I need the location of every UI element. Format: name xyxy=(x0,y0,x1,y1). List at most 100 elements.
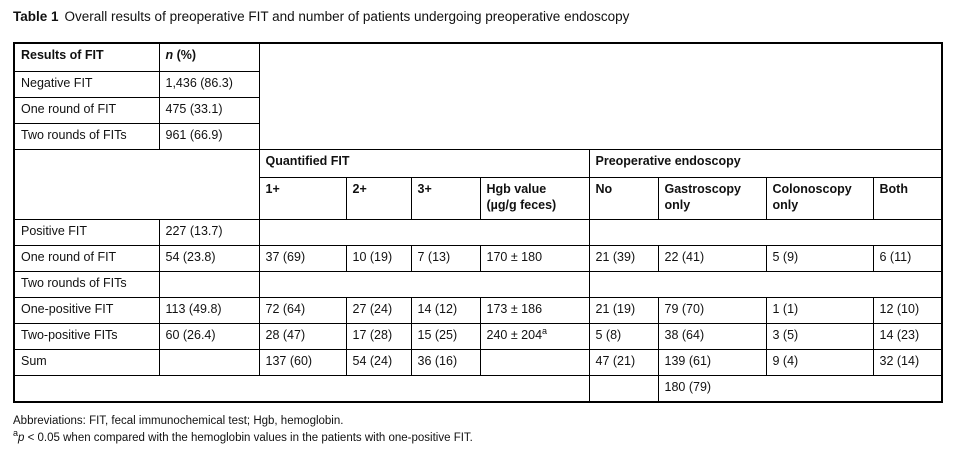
cell-two-positive-2plus: 17 (28) xyxy=(345,323,412,351)
cell-one-positive-hgb: 173 ± 186 xyxy=(479,297,590,325)
cell-two-positive-no: 5 (8) xyxy=(588,323,659,351)
cell-one-round-hgb: 170 ± 180 xyxy=(479,245,590,273)
cell-two-positive-label: Two-positive FITs xyxy=(13,323,160,351)
cell-one-positive-n: 113 (49.8) xyxy=(158,297,260,325)
footnote-abbreviations: Abbreviations: FIT, fecal immunochemical… xyxy=(13,414,344,427)
footnote-a: ap < 0.05 when compared with the hemoglo… xyxy=(13,428,941,448)
table-row: Two rounds of FITs xyxy=(13,271,943,299)
footnote-a-superscript: a xyxy=(542,325,548,336)
table-row: Two-positive FITs 60 (26.4) 28 (47) 17 (… xyxy=(13,323,943,351)
table-title: Table 1 Overall results of preoperative F… xyxy=(13,8,941,26)
empty-cell xyxy=(588,219,943,247)
footnote-a-marker: a xyxy=(13,428,19,439)
cell-one-round-both: 6 (11) xyxy=(872,245,943,273)
cell-one-round-pos-label: One round of FIT xyxy=(13,245,160,273)
cell-one-round-no: 21 (39) xyxy=(588,245,659,273)
empty-header-left xyxy=(13,149,260,221)
col-header-1plus: 1+ xyxy=(258,177,347,221)
cell-positive-fit-label: Positive FIT xyxy=(13,219,160,247)
header-n: n xyxy=(165,47,174,62)
cell-sum-3plus: 36 (16) xyxy=(410,349,481,377)
cell-two-positive-1plus: 28 (47) xyxy=(258,323,347,351)
table-row: One-positive FIT 113 (49.8) 72 (64) 27 (… xyxy=(13,297,943,325)
cell-two-positive-both: 14 (23) xyxy=(872,323,943,351)
cell-two-rounds-n: 961 (66.9) xyxy=(158,123,260,151)
cell-positive-fit-n: 227 (13.7) xyxy=(158,219,260,247)
table-row: Results of FIT n (%) xyxy=(13,42,943,151)
header-results-of-fit: Results of FIT xyxy=(13,42,160,73)
col-header-3plus: 3+ xyxy=(410,177,481,221)
table-row: One round of FIT 54 (23.8) 37 (69) 10 (1… xyxy=(13,245,943,273)
footnote-a-pvar: p xyxy=(18,432,25,445)
cell-sum-both: 32 (14) xyxy=(872,349,943,377)
col-header-colonoscopy-only: Colonoscopy only xyxy=(765,177,874,221)
col-header-hgb-value: Hgb value (µg/g feces) xyxy=(479,177,590,221)
cell-two-positive-n: 60 (26.4) xyxy=(158,323,260,351)
table-row: Negative FIT 1,436 (86.3) xyxy=(13,71,942,99)
col-header-2plus: 2+ xyxy=(345,177,412,221)
hgb-header-line1: Hgb value xyxy=(486,182,547,197)
cell-one-round-3plus: 7 (13) xyxy=(410,245,481,273)
cell-two-positive-hgb: 240 ± 204a xyxy=(479,323,590,351)
empty-cell xyxy=(588,375,659,403)
table-caption: Overall results of preoperative FIT and … xyxy=(64,9,630,24)
cell-one-round-label: One round of FIT xyxy=(13,97,160,125)
results-table: Results of FIT n (%) Negative FIT 1,436 … xyxy=(13,41,943,403)
cell-one-positive-colonoscopy: 1 (1) xyxy=(765,297,874,325)
cell-one-positive-1plus: 72 (64) xyxy=(258,297,347,325)
table-row: Quantified FIT Preoperative endoscopy xyxy=(13,149,943,221)
page: Table 1 Overall results of preoperative F… xyxy=(13,8,943,448)
cell-negative-fit-label: Negative FIT xyxy=(13,71,160,99)
table-number: Table 1 xyxy=(13,9,59,24)
empty-cell xyxy=(258,271,590,299)
cell-two-rounds-pos-label: Two rounds of FITs xyxy=(13,271,160,299)
cell-one-round-gastroscopy: 22 (41) xyxy=(657,245,767,273)
cell-one-round-1plus: 37 (69) xyxy=(258,245,347,273)
col-header-both: Both xyxy=(872,177,943,221)
cell-one-positive-label: One-positive FIT xyxy=(13,297,160,325)
cell-two-rounds-label: Two rounds of FITs xyxy=(13,123,160,151)
table-row: 1+ 2+ 3+ Hgb value (µg/g feces) No Gastro… xyxy=(14,177,943,221)
hgb-header-line2: (µg/g feces) xyxy=(486,197,557,212)
footnote-a-text: < 0.05 when compared with the hemoglobin… xyxy=(27,432,473,445)
cell-two-positive-3plus: 15 (25) xyxy=(410,323,481,351)
header-n-pct: n (%) xyxy=(158,42,260,73)
empty-cell xyxy=(13,375,590,403)
cell-one-round-colonoscopy: 5 (9) xyxy=(765,245,874,273)
cell-one-positive-gastroscopy: 79 (70) xyxy=(657,297,767,325)
cell-endoscopy-total: 180 (79) xyxy=(657,375,943,403)
cell-sum-label: Sum xyxy=(13,349,160,377)
cell-one-positive-2plus: 27 (24) xyxy=(345,297,412,325)
empty-cell xyxy=(479,349,590,377)
cell-sum-1plus: 137 (60) xyxy=(258,349,347,377)
table-row: Two rounds of FITs 961 (66.9) xyxy=(13,123,942,151)
table-row: Sum 137 (60) 54 (24) 36 (16) 47 (21) 139… xyxy=(13,349,943,377)
cell-one-round-n: 475 (33.1) xyxy=(158,97,260,125)
cell-one-positive-3plus: 14 (12) xyxy=(410,297,481,325)
cell-sum-no: 47 (21) xyxy=(588,349,659,377)
col-header-no: No xyxy=(588,177,659,221)
table-row: One round of FIT 475 (33.1) xyxy=(13,97,942,125)
group-header-quantified-fit: Quantified FIT xyxy=(258,149,590,179)
two-positive-hgb-value: 240 ± 204 xyxy=(486,328,543,343)
cell-two-positive-gastroscopy: 38 (64) xyxy=(657,323,767,351)
cell-one-round-2plus: 10 (19) xyxy=(345,245,412,273)
cell-two-positive-colonoscopy: 3 (5) xyxy=(765,323,874,351)
col-header-gastroscopy-only: Gastroscopy only xyxy=(657,177,767,221)
cell-one-positive-both: 12 (10) xyxy=(872,297,943,325)
cell-negative-fit-n: 1,436 (86.3) xyxy=(158,71,260,99)
table-row: 180 (79) xyxy=(13,375,943,403)
header-pct: (%) xyxy=(176,47,197,62)
empty-region-top-right xyxy=(258,42,943,151)
cell-sum-gastroscopy: 139 (61) xyxy=(657,349,767,377)
cell-one-positive-no: 21 (19) xyxy=(588,297,659,325)
empty-cell xyxy=(258,219,590,247)
group-header-preop-endoscopy: Preoperative endoscopy xyxy=(588,149,943,179)
table-row: Positive FIT 227 (13.7) xyxy=(13,219,943,247)
cell-one-round-pos-n: 54 (23.8) xyxy=(158,245,260,273)
empty-cell xyxy=(588,271,943,299)
cell-sum-2plus: 54 (24) xyxy=(345,349,412,377)
cell-sum-colonoscopy: 9 (4) xyxy=(765,349,874,377)
footnotes: Abbreviations: FIT, fecal immunochemical… xyxy=(13,413,941,448)
empty-cell xyxy=(158,271,260,299)
